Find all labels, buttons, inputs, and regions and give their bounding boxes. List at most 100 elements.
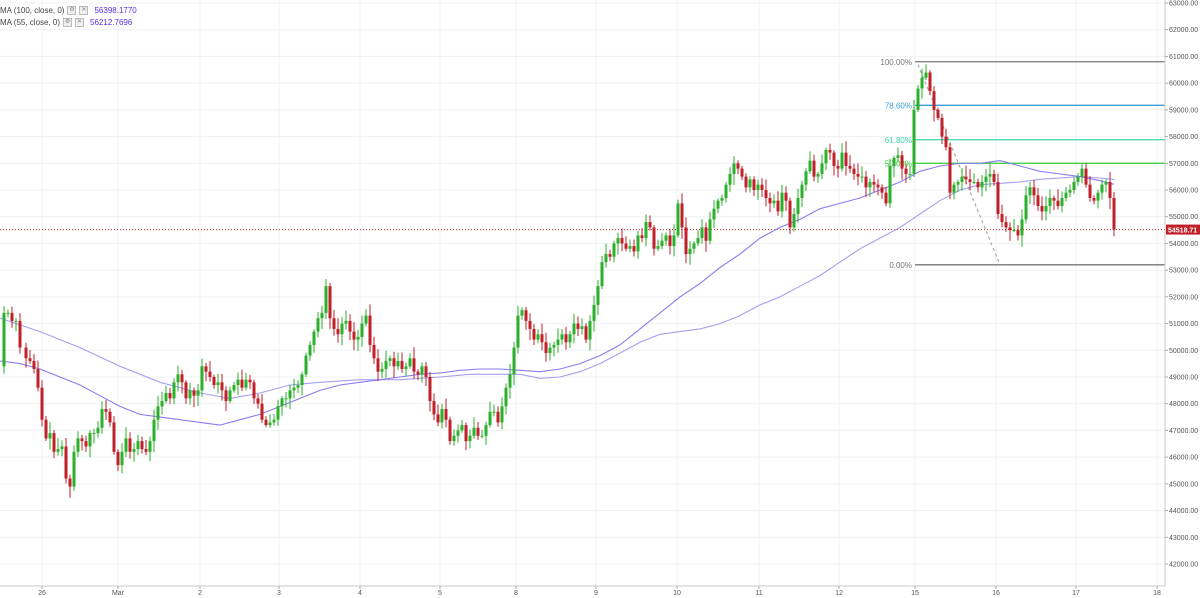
time-tick-label: 15	[911, 590, 919, 597]
candle-up	[924, 72, 928, 78]
close-icon[interactable]: ✕	[79, 5, 89, 15]
candle-up	[308, 344, 312, 356]
fibonacci-retracement[interactable]: 100.00% 78.60% 61.80% 50.00% 0.00%	[880, 58, 1165, 270]
candle-up	[908, 173, 912, 175]
settings-icon[interactable]: ⚙	[67, 5, 77, 15]
candle-down	[900, 155, 904, 169]
candle-down	[1000, 214, 1004, 223]
candle-up	[60, 446, 64, 450]
candle-down	[704, 227, 708, 241]
candle-up	[552, 344, 556, 348]
candle-up	[712, 208, 716, 220]
candle-up	[380, 368, 384, 372]
candle-up	[280, 398, 284, 407]
time-tick-label: 11	[755, 590, 762, 597]
candle-down	[856, 173, 860, 177]
candle-down	[768, 198, 772, 204]
candle-up	[796, 198, 800, 215]
candle-up	[228, 390, 232, 402]
candle-up	[164, 393, 168, 402]
candle-up	[808, 160, 812, 172]
candle-down	[1112, 198, 1116, 230]
candle-down	[144, 449, 148, 452]
candle-up	[492, 411, 496, 413]
time-tick-label: 18	[1153, 590, 1161, 597]
candle-down	[584, 326, 588, 340]
time-tick-label: 17	[1072, 590, 1080, 597]
candle-up	[596, 286, 600, 305]
candle-up	[236, 379, 240, 386]
candle-up	[512, 347, 516, 375]
candle-down	[332, 318, 336, 329]
candle-down	[248, 379, 252, 383]
candle-up	[320, 312, 324, 319]
candle-down	[116, 451, 120, 466]
candle-up	[1048, 198, 1052, 207]
candle-down	[532, 328, 536, 340]
close-icon[interactable]: ✕	[75, 17, 85, 27]
candle-down	[240, 379, 244, 388]
price-tick-label: 61000.00	[1169, 54, 1198, 61]
candle-up	[284, 398, 288, 400]
candle-up	[72, 451, 76, 487]
candle-up	[1064, 192, 1068, 199]
fib-trend-line[interactable]	[917, 64, 1001, 265]
fib-level-label: 78.60%	[885, 101, 912, 110]
candle-up	[176, 374, 180, 383]
candle-down	[192, 390, 196, 396]
candle-down	[432, 401, 436, 415]
candle-up	[548, 347, 552, 353]
time-tick-label: 10	[673, 590, 681, 597]
time-axis[interactable]: 26 Mar 2 3 4 5 8 9 10 11 12 15 16 17 18	[0, 585, 1165, 597]
candle-up	[556, 339, 560, 345]
candle-up	[728, 173, 732, 185]
candle-up	[772, 200, 776, 204]
candle-up	[920, 77, 924, 89]
candle-down	[80, 438, 84, 442]
candle-up	[132, 449, 136, 452]
price-tick-label: 49000.00	[1169, 375, 1198, 382]
candle-down	[104, 409, 108, 412]
candle-down	[964, 176, 968, 180]
candle-down	[208, 371, 212, 377]
candle-up	[724, 184, 728, 199]
price-tick-label: 56000.00	[1169, 188, 1198, 195]
candle-down	[776, 200, 780, 212]
price-tick-label: 54000.00	[1169, 241, 1198, 248]
candle-down	[180, 374, 184, 383]
candle-down	[1108, 181, 1112, 199]
candle-up	[664, 235, 668, 241]
candle-down	[1056, 200, 1060, 207]
candle-down	[40, 387, 44, 420]
price-tick-label: 48000.00	[1169, 401, 1198, 408]
candle-up	[700, 227, 704, 239]
candle-up	[488, 411, 492, 426]
candle-down	[352, 331, 356, 340]
candle-up	[14, 320, 18, 322]
candle-down	[852, 168, 856, 174]
candle-down	[392, 358, 396, 367]
candle-up	[200, 366, 204, 391]
candle-up	[500, 406, 504, 423]
candle-down	[108, 411, 112, 423]
candle-up	[1104, 181, 1108, 185]
price-tick-label: 55000.00	[1169, 214, 1198, 221]
candle-up	[324, 286, 328, 313]
candle-up	[124, 438, 128, 452]
candle-up	[600, 262, 604, 287]
candle-up	[536, 334, 540, 340]
candle-up	[404, 366, 408, 369]
time-tick-label: 8	[514, 590, 518, 597]
settings-icon[interactable]: ⚙	[63, 17, 73, 27]
candle-up	[888, 165, 892, 204]
price-axis[interactable]: 63000.00 62000.00 61000.00 60000.00 59000.00…	[1164, 0, 1200, 598]
candle-down	[648, 222, 652, 228]
candle-down	[448, 419, 452, 442]
candle-down	[1040, 206, 1044, 212]
fib-level-label: 0.00%	[889, 261, 912, 270]
candle-up	[484, 425, 488, 436]
time-tick-label: 2	[198, 590, 202, 597]
candle-down	[1036, 195, 1040, 207]
legend-ma55-label: MA (55, close, 0)	[0, 17, 61, 27]
